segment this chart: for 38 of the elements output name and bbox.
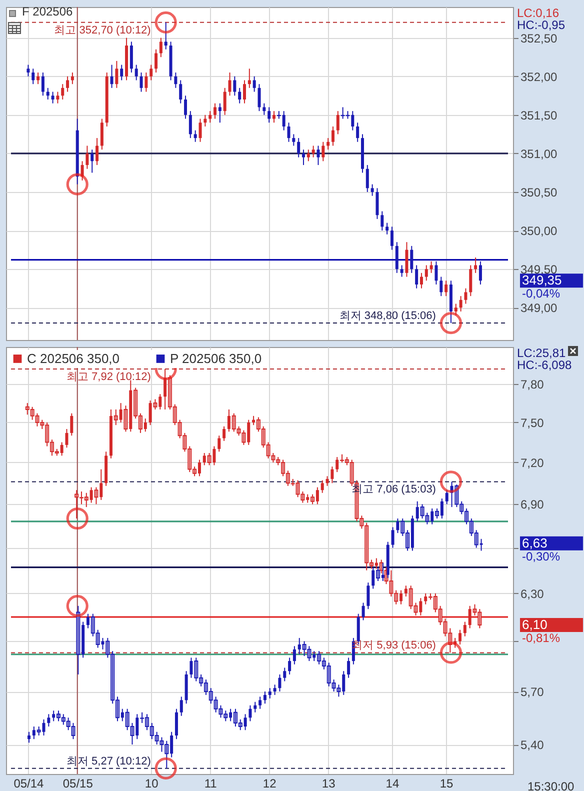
- y-tick-label: 7,20: [520, 456, 544, 470]
- ref-line-label: 최저 348,80 (15:06): [339, 310, 436, 322]
- x-tick-label: 15: [440, 776, 454, 790]
- chart-title: F 202506: [22, 4, 74, 18]
- text: 6,63: [522, 535, 548, 550]
- text: -0,30%: [522, 549, 560, 564]
- y-tick-label: 5,40: [520, 738, 544, 752]
- x-tick-label: 14: [386, 776, 400, 790]
- x-tick-label: 11: [204, 776, 218, 790]
- ref-line-label: 최고 352,70 (10:12): [54, 24, 151, 36]
- text: LC:0,16: [517, 6, 560, 20]
- x-axis-title: 15:30:00: [528, 780, 575, 791]
- y-tick-label: 351,50: [520, 108, 558, 122]
- text: 6,10: [522, 617, 548, 632]
- legend-label: P 202506 350,0: [170, 350, 262, 366]
- text: -0,04%: [522, 286, 560, 301]
- text: LC:25,81: [517, 346, 566, 360]
- text: -0,81%: [522, 631, 560, 646]
- x-tick-label: 05/15: [62, 776, 94, 790]
- x-tick-label: 05/14: [14, 776, 44, 790]
- y-tick-label: 350,00: [520, 224, 558, 238]
- y-tick-label: 6,30: [520, 586, 544, 601]
- text: 349,35: [522, 272, 562, 288]
- y-tick-label: 350,50: [520, 186, 558, 200]
- y-tick-label: 7,50: [520, 416, 544, 430]
- x-tick-label: 12: [262, 776, 277, 790]
- x-tick-label: 10: [144, 776, 159, 790]
- text: HC:-6,098: [517, 358, 572, 372]
- x-tick-label: 13: [322, 776, 336, 790]
- y-tick-label: 6,90: [520, 498, 544, 512]
- legend-label: C 202506 350,0: [27, 350, 120, 366]
- y-tick-label: 349,00: [520, 301, 558, 316]
- y-tick-label: 351,00: [520, 146, 558, 161]
- y-tick-label: 7,80: [520, 378, 544, 392]
- y-tick-label: 352,50: [520, 31, 558, 46]
- y-tick-label: 352,00: [520, 70, 558, 84]
- text: HC:-0,95: [517, 18, 566, 32]
- y-tick-label: 5,70: [520, 685, 544, 700]
